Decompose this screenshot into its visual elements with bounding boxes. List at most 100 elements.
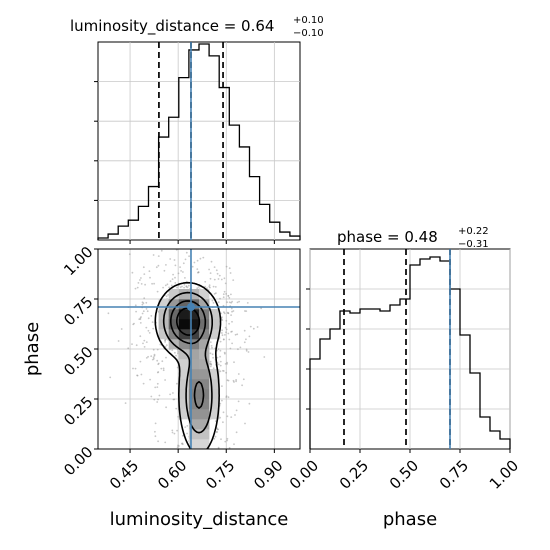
density-y-ticks: 0.00 0.25 0.50 0.75 1.00 <box>60 243 98 479</box>
density-scatter-point <box>220 278 223 281</box>
density-histogram-cell <box>199 359 210 370</box>
density-scatter-point <box>245 349 248 352</box>
density-scatter-point <box>233 361 235 364</box>
lumdist-histogram-panel: luminosity_distance = 0.64 +0.10 −0.10 <box>70 15 324 244</box>
density-scatter-point <box>137 282 140 284</box>
density-scatter-point <box>222 296 225 299</box>
phase-hist-x-tick-label: 0.00 <box>286 457 322 493</box>
density-x-ticks: 0.45 0.60 0.75 0.90 <box>106 449 287 493</box>
density-scatter-point <box>167 294 170 296</box>
density-scatter-point <box>208 284 211 287</box>
density-scatter-point <box>152 348 155 351</box>
density-histogram-cell <box>188 349 200 360</box>
density-scatter-point <box>225 319 228 322</box>
density-scatter-point <box>243 329 246 332</box>
density-scatter-point <box>230 416 233 418</box>
density-scatter-point <box>154 435 157 438</box>
density-scatter-point <box>229 272 232 274</box>
density-histogram-cell <box>188 309 200 320</box>
density-scatter-point <box>218 274 221 277</box>
density-histogram-cell <box>209 329 220 340</box>
density-scatter-point <box>217 278 220 280</box>
density-scatter-point <box>155 266 158 269</box>
phase-hist-x-tick-label: 0.50 <box>386 457 422 493</box>
density-scatter-point <box>145 301 148 304</box>
density-scatter-point <box>222 293 225 296</box>
density-histogram-cell <box>209 409 220 420</box>
density-scatter-point <box>216 272 219 275</box>
density-histogram-cell <box>168 319 180 330</box>
density-scatter-point <box>157 264 160 267</box>
density-scatter-point <box>171 349 174 351</box>
density-scatter-point <box>185 285 188 288</box>
density-scatter-point <box>219 402 222 405</box>
density-scatter-point <box>153 398 156 401</box>
density-scatter-point <box>222 369 224 372</box>
density-scatter-point <box>238 300 241 303</box>
density-contour-line <box>154 281 222 449</box>
density-scatter-point <box>138 318 141 320</box>
density-scatter-point <box>139 279 141 281</box>
density-scatter-point <box>234 414 236 416</box>
density-scatter-point <box>161 360 164 363</box>
density-scatter-point <box>142 310 145 313</box>
density-scatter-point <box>134 287 137 290</box>
density-scatter-point <box>214 286 217 288</box>
density-scatter-point <box>156 382 159 385</box>
density-histogram-cell <box>199 349 210 360</box>
density-scatter-point <box>184 426 187 428</box>
density-scatter-point <box>134 367 137 370</box>
density-scatter-point <box>231 330 233 333</box>
density-histogram-cell <box>178 369 190 380</box>
density-scatter-point <box>248 335 251 338</box>
density-scatter-point <box>228 301 231 304</box>
density-scatter-point <box>180 270 183 272</box>
density-scatter-point <box>228 447 231 449</box>
density-scatter-point <box>223 312 226 315</box>
density-scatter-point <box>139 317 142 319</box>
density-scatter-point <box>171 431 174 434</box>
density-scatter-point <box>221 319 224 321</box>
density-scatter-point <box>228 338 231 341</box>
phase-hist-step-line <box>309 256 511 449</box>
density-scatter-point <box>173 259 176 261</box>
density-scatter-point <box>168 286 171 289</box>
density-scatter-point <box>237 348 239 351</box>
density-scatter-point <box>232 279 235 281</box>
lumdist-title-sub: −0.10 <box>293 28 324 39</box>
density-scatter-point <box>202 256 205 259</box>
density-histogram-cell <box>188 399 200 410</box>
density-histogram-cell <box>199 369 210 380</box>
density-scatter-point <box>151 282 154 285</box>
density-scatter-point <box>242 378 245 381</box>
density-scatter-point <box>224 334 226 336</box>
density-histogram-cell <box>178 339 190 350</box>
density-scatter-point <box>182 271 184 273</box>
density-scatter-point <box>224 282 227 285</box>
density-scatter-point <box>187 284 190 287</box>
density-scatter-point <box>245 338 247 341</box>
density-scatter-point <box>147 317 150 320</box>
density-scatter-point <box>235 409 238 412</box>
density-y-tick-label: 0.25 <box>60 393 96 429</box>
density-scatter-point <box>139 335 142 338</box>
density-scatter-point <box>219 364 222 367</box>
density-scatter-point <box>142 382 145 385</box>
phase-histogram-panel: 0.00 0.25 0.50 0.75 1.00 phase = 0.48 +0.22 … <box>286 226 522 530</box>
density-scatter-point <box>156 386 159 388</box>
density-x-tick-label: 0.90 <box>250 457 286 493</box>
density-scatter-point <box>196 268 199 270</box>
density-scatter-point <box>172 273 175 276</box>
density-scatter-point <box>145 357 148 359</box>
density-histogram-cell <box>209 399 220 410</box>
density-scatter-point <box>143 297 146 300</box>
density-scatter-point <box>172 398 175 401</box>
density-scatter-point <box>227 332 230 335</box>
density-scatter-point <box>217 301 220 303</box>
density-scatter-point <box>165 264 167 266</box>
density-scatter-point <box>236 333 239 336</box>
density-scatter-point <box>221 334 224 337</box>
density-scatter-point <box>239 346 242 349</box>
density-scatter-point <box>263 356 266 358</box>
density-scatter-point <box>224 326 227 329</box>
